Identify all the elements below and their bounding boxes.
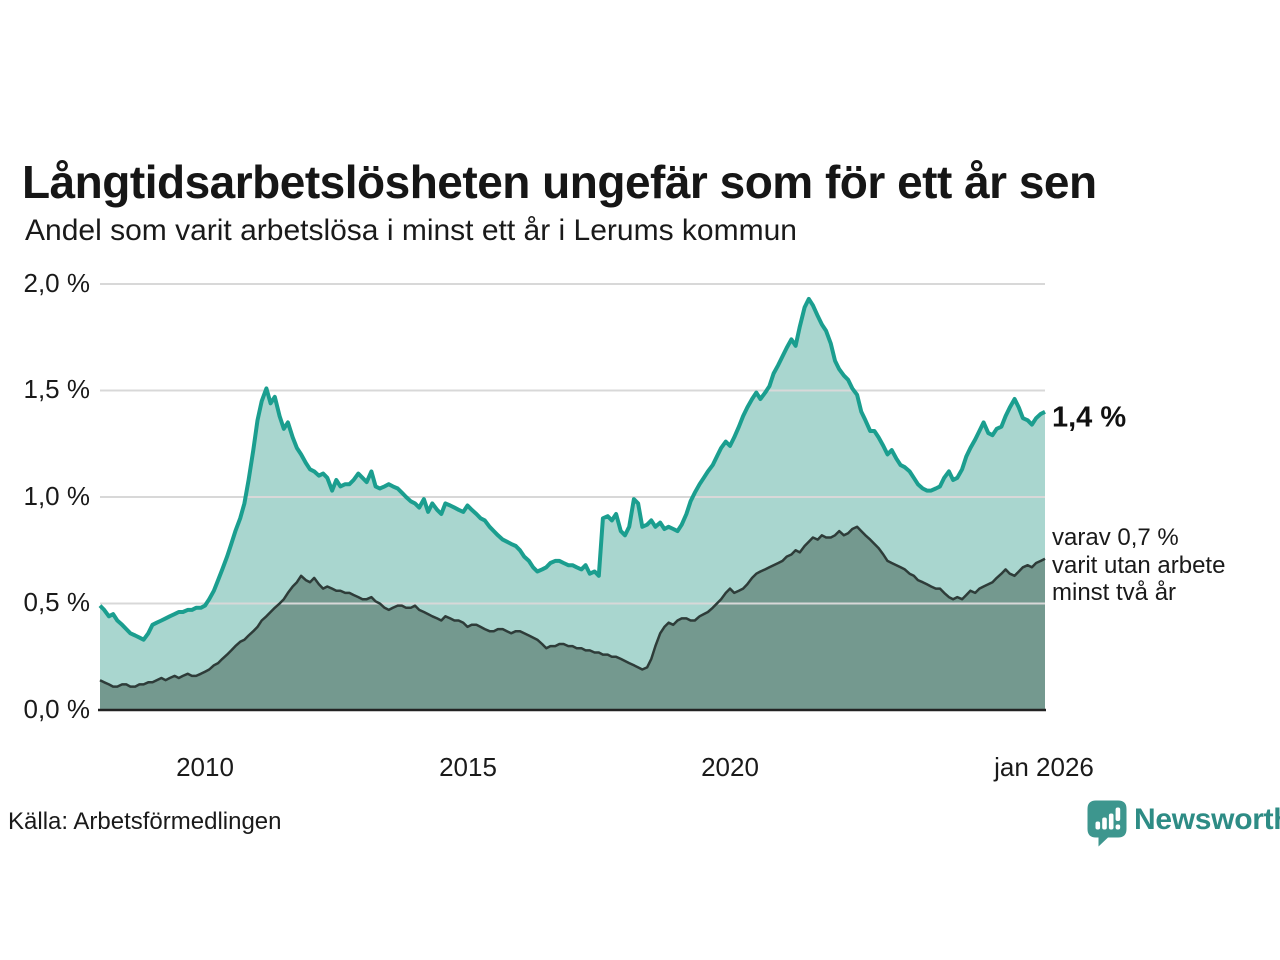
x-axis-tick-label: jan 2026 xyxy=(994,752,1094,782)
secondary-series-label: varav 0,7 % varit utan arbete minst två … xyxy=(1052,524,1225,607)
secondary-series-label-line: varav 0,7 % xyxy=(1052,524,1179,551)
series-line-0 xyxy=(98,296,1046,642)
chart-subtitle: Andel som varit arbetslösa i minst ett å… xyxy=(25,214,797,247)
y-axis-tick-label: 2,0 % xyxy=(23,267,91,298)
x-axis-tick-label: 2020 xyxy=(701,752,759,782)
secondary-series-label-line: minst två år xyxy=(1052,579,1177,606)
newsworthy-pin-barchart-icon xyxy=(1087,800,1127,847)
x-axis-tick-label: 2010 xyxy=(176,752,234,782)
page-title: Långtidsarbetslösheten ungefär som för e… xyxy=(22,155,1097,208)
newsworthy-logo: Newsworthy xyxy=(1087,800,1280,850)
y-axis-tick-label: 0,5 % xyxy=(23,586,91,617)
secondary-series-label-line: varit utan arbete xyxy=(1052,551,1226,579)
y-axis-tick-label: 0,0 % xyxy=(23,693,91,724)
newsworthy-wordmark: Newsworthy xyxy=(1134,803,1280,836)
y-axis-tick-label: 1,0 % xyxy=(23,480,91,511)
source-attribution: Källa: Arbetsförmedlingen xyxy=(8,808,282,835)
y-axis-tick-label: 1,5 % xyxy=(23,373,91,404)
latest-value-label: 1,4 % xyxy=(1052,401,1127,434)
series-line-1 xyxy=(99,525,1046,688)
series-area-1 xyxy=(100,526,1045,710)
x-axis-tick-label: 2015 xyxy=(439,752,497,782)
